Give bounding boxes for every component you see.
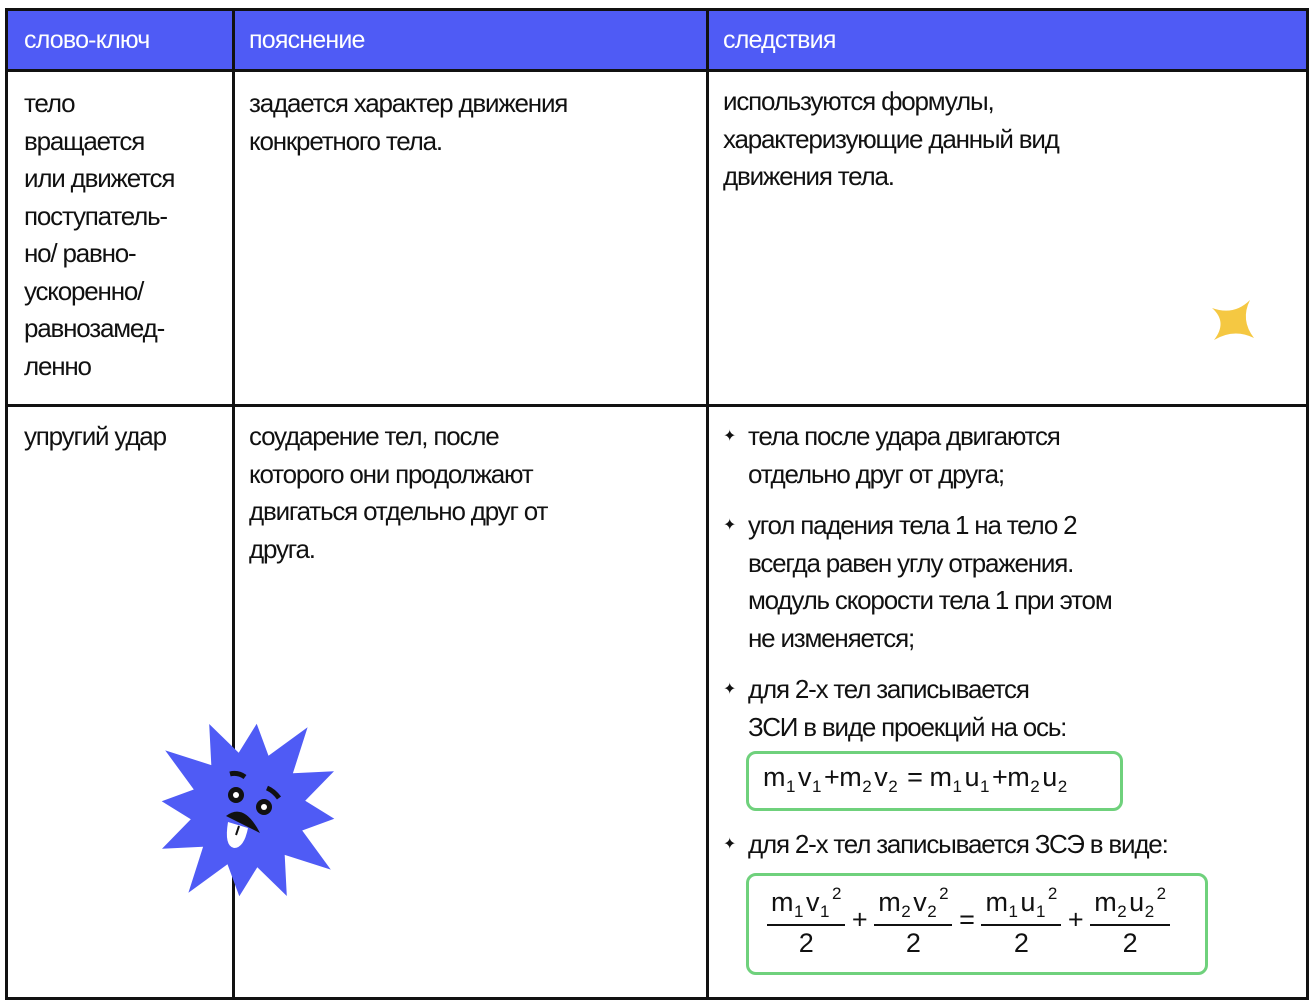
text-line: соударение тел, после: [249, 421, 500, 451]
text-line: ленно: [24, 350, 92, 381]
text-line: равнозамед-: [24, 313, 165, 343]
sparkle-icon: [1212, 300, 1254, 340]
text-line: задается характер движения: [249, 88, 568, 118]
row-divider: [8, 404, 1306, 407]
text-line: тело: [24, 88, 76, 118]
row2-consequences: тела после удара двигаются отдельно друг…: [723, 418, 1169, 864]
table-header: слово-ключ пояснение следствия: [8, 11, 1306, 72]
text-line: упругий удар: [24, 421, 167, 451]
energy-formula: m1 v12 2 + m2 v22 2 = m1 u12 2 + m2 u22 2: [746, 873, 1208, 975]
text-line: отдельно друг от друга;: [748, 458, 1005, 489]
text-line: тела после удара двигаются: [748, 421, 1061, 451]
column-divider: [706, 11, 709, 997]
row1-explanation: задается характер движения конкретного т…: [249, 85, 568, 160]
text-line: для 2-х тел записывается: [748, 674, 1030, 704]
text-line: вращается: [24, 125, 145, 156]
text-line: поступатель-: [24, 200, 168, 231]
row2-explanation: соударение тел, после которого они продо…: [249, 418, 548, 568]
bullet-item: для 2-х тел записывается ЗСЭ в виде:: [723, 826, 1169, 864]
column-divider: [232, 11, 235, 997]
bullet-item: тела после удара двигаются отдельно друг…: [723, 418, 1168, 493]
header-keyword: слово-ключ: [24, 26, 150, 54]
text-line: характеризующие данный вид: [723, 123, 1060, 154]
mascot-body: [161, 723, 335, 897]
text-line: двигаться отдельно друг от: [249, 496, 548, 526]
spiky-star-mascot: [161, 723, 335, 897]
text-line: используются формулы,: [723, 86, 995, 116]
text-line: для 2-х тел записывается ЗСЭ в виде:: [748, 829, 1169, 859]
text-line: но/ равно-: [24, 238, 137, 268]
header-consequences: следствия: [723, 26, 836, 54]
text-line: ЗСИ в виде проекций на ось:: [748, 711, 1067, 742]
bullet-item: угол падения тела 1 на тело 2 всегда рав…: [723, 507, 1168, 657]
row1-consequences: используются формулы, характеризующие да…: [723, 83, 1060, 196]
text-line: модуль скорости тела 1 при этом: [748, 585, 1113, 615]
text-line: движения тела.: [723, 161, 895, 191]
momentum-formula: m1 v1 +m2 v2 = m1 u1 +m2 u2: [746, 751, 1123, 811]
concept-table: слово-ключ пояснение следствия тело вращ…: [5, 8, 1309, 1000]
text-line: ускоренно/: [24, 275, 144, 306]
text-line: или движется: [24, 163, 175, 193]
header-explanation: пояснение: [249, 26, 365, 54]
row2-keyword: упругий удар: [24, 418, 167, 456]
text-line: которого они продолжают: [249, 458, 534, 489]
row1-keyword: тело вращается или движется поступатель-…: [24, 85, 175, 385]
text-line: не изменяется;: [748, 622, 915, 653]
text-line: всегда равен углу отражения.: [748, 547, 1074, 578]
text-line: конкретного тела.: [249, 125, 443, 156]
text-line: угол падения тела 1 на тело 2: [748, 510, 1078, 540]
mascot-face: [226, 770, 282, 848]
text-line: друга.: [249, 533, 316, 564]
bullet-item: для 2-х тел записывается ЗСИ в виде прое…: [723, 671, 1168, 746]
